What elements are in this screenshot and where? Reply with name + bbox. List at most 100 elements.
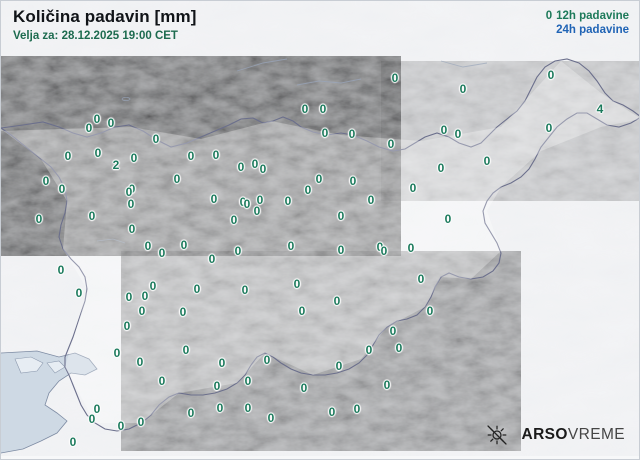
sea-adriatic [1,351,97,453]
station-value: 0 [387,137,395,151]
station-value: 0 [244,401,252,415]
station-value: 0 [213,379,221,393]
station-value: 0 [263,353,271,367]
station-value: 0 [376,240,384,254]
station-value: 0 [208,252,216,266]
station-value: 0 [216,401,224,415]
station-value: 0 [300,381,308,395]
border-south-east [64,112,639,432]
station-value: 0 [437,161,445,175]
station-value: 0 [337,209,345,223]
station-value: 0 [426,304,434,318]
station-value: 0 [380,244,388,258]
station-value: 0 [333,294,341,308]
station-value: 0 [64,149,72,163]
station-value: 0 [42,174,50,188]
station-value: 0 [128,222,136,236]
station-value: 0 [173,172,181,186]
station-value: 0 [237,160,245,174]
station-value: 0 [241,283,249,297]
station-value: 0 [251,157,259,171]
station-value: 0 [547,68,555,82]
station-value: 0 [218,356,226,370]
station-value: 0 [315,172,323,186]
station-value: 0 [256,193,264,207]
station-value: 0 [253,204,261,218]
station-value: 0 [58,182,66,196]
station-value: 0 [35,212,43,226]
station-value: 0 [454,127,462,141]
station-value: 0 [88,209,96,223]
station-value: 0 [85,121,93,135]
border-north [1,58,639,152]
station-value: 0 [353,402,361,416]
station-value: 0 [117,419,125,433]
station-value: 0 [298,304,306,318]
station-value: 0 [348,127,356,141]
station-value: 0 [337,243,345,257]
station-value: 0 [243,197,251,211]
station-value: 0 [93,402,101,416]
station-value: 0 [149,279,157,293]
border-west [1,127,88,367]
station-value: 0 [407,241,415,255]
station-value: 0 [128,182,136,196]
station-value: 0 [234,244,242,258]
station-value: 0 [179,305,187,319]
station-value: 0 [127,197,135,211]
station-value: 0 [152,132,160,146]
station-value: 0 [304,183,312,197]
station-value: 0 [123,319,131,333]
station-value: 0 [365,343,373,357]
station-value: 0 [125,185,133,199]
station-value: 0 [210,192,218,206]
station-value: 0 [391,71,399,85]
station-value: 0 [335,359,343,373]
station-value: 0 [57,263,65,277]
station-value: 0 [328,405,336,419]
station-value: 0 [141,289,149,303]
station-value: 0 [88,412,96,426]
station-value: 0 [349,174,357,188]
station-value: 0 [444,212,452,226]
station-value: 0 [193,282,201,296]
station-value: 0 [545,121,553,135]
station-value: 0 [409,181,417,195]
station-value: 0 [287,239,295,253]
station-value: 0 [301,102,309,116]
station-value: 0 [212,148,220,162]
station-value: 0 [93,112,101,126]
station-value: 0 [130,151,138,165]
station-value: 0 [483,154,491,168]
station-value: 0 [230,213,238,227]
station-value: 0 [107,116,115,130]
station-value: 0 [136,355,144,369]
station-value: 0 [113,346,121,360]
station-value: 0 [69,435,77,449]
station-value: 0 [187,149,195,163]
station-value: 0 [417,272,425,286]
station-value: 0 [158,374,166,388]
station-value: 0 [180,238,188,252]
station-value: 0 [383,378,391,392]
station-value: 0 [137,415,145,429]
station-value: 0 [138,304,146,318]
station-value: 0 [440,123,448,137]
station-value: 0 [125,290,133,304]
station-value: 2 [112,158,120,172]
station-value: 0 [367,193,375,207]
station-value: 0 [244,374,252,388]
station-value: 0 [239,195,247,209]
station-value: 0 [187,406,195,420]
station-value: 0 [321,126,329,140]
station-value: 0 [284,194,292,208]
station-value: 0 [267,411,275,425]
station-value: 0 [75,286,83,300]
station-value: 0 [395,341,403,355]
station-value: 0 [293,277,301,291]
station-value: 0 [259,162,267,176]
station-value: 0 [144,239,152,253]
station-value: 0 [319,102,327,116]
